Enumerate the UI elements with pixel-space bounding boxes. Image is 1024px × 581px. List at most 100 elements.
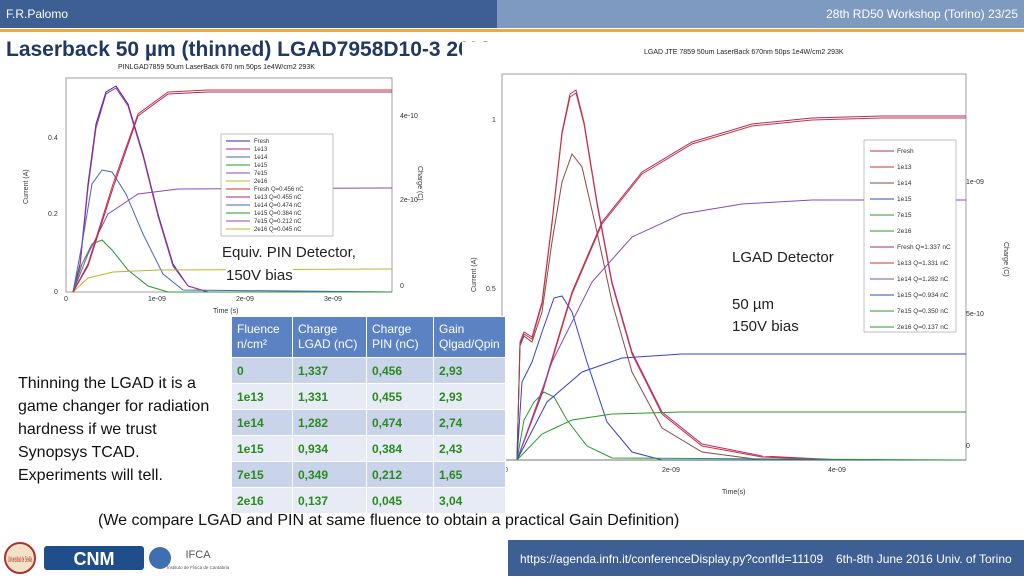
cell: 0,934 <box>292 435 367 462</box>
logo-strip: Universidad de Sevilla CNM IFCA Institut… <box>4 542 230 574</box>
pin-ylabel-left: Current (A) <box>23 169 30 204</box>
cell: 2,74 <box>433 409 506 436</box>
lgad-legend-9: 1e15 Q=0.934 nC <box>897 292 949 299</box>
us-seal-logo <box>4 542 36 574</box>
pin-legend-11: 2e16 Q=0.045 nC <box>254 227 302 233</box>
pin-detector-chart: PINLGAD7859 50um LaserBack 670 nm 50ps 1… <box>18 64 428 318</box>
header-charge-pin: Charge PIN (nC) <box>366 316 434 358</box>
pin-legend-4: 7e15 <box>254 171 268 177</box>
table-row: 7e15 0,349 0,212 1,65 <box>231 461 506 488</box>
lgad-legend-6: Fresh Q=1.337 nC <box>897 244 951 251</box>
cell: 1e13 <box>231 383 293 410</box>
cell: 0,349 <box>292 461 367 488</box>
header-left-band: F.R.Palomo <box>0 0 497 28</box>
lgad-legend-3: 1e15 <box>897 196 912 203</box>
lgad-legend-2: 1e14 <box>897 180 912 187</box>
pin-legend-8: 1e14 Q=0.474 nC <box>254 203 302 209</box>
lgad-legend-10: 7e15 Q=0.350 nC <box>897 308 949 315</box>
pin-x-tick-1: 1e-09 <box>148 296 166 303</box>
cell: 2,93 <box>433 383 506 410</box>
lgad-legend-1: 1e13 <box>897 164 912 171</box>
lgad-right-tick-0: 0 <box>966 443 970 450</box>
table-row: 2e16 0,137 0,045 3,04 <box>231 487 506 514</box>
lgad-chart-title: LGAD JTE 7859 50um LaserBack 670nm 50ps … <box>644 49 844 56</box>
table-row: 1e14 1,282 0,474 2,74 <box>231 409 506 436</box>
cell: 0,384 <box>366 435 434 462</box>
lgad-legend-5: 2e16 <box>897 228 912 235</box>
pin-y-tick-2: 0.4 <box>48 135 58 142</box>
slide-footer: Universidad de Sevilla CNM IFCA Institut… <box>0 540 1024 576</box>
cell: 2,93 <box>433 357 506 384</box>
lgad-x-tick-1: 2e-09 <box>662 467 680 474</box>
slide-title: Laserback 50 µm (thinned) LGAD7958D10-3 … <box>6 38 493 61</box>
lgad-legend-7: 1e13 Q=1.331 nC <box>897 260 949 267</box>
pin-legend-0: Fresh <box>254 139 269 145</box>
table-row: 1e15 0,934 0,384 2,43 <box>231 435 506 462</box>
table-row: 1e13 1,331 0,455 2,93 <box>231 383 506 410</box>
pin-legend-3: 1e15 <box>254 163 268 169</box>
lgad-legend-11: 2e16 Q=0.137 nC <box>897 324 949 331</box>
lgad-detector-chart: LGAD JTE 7859 50um LaserBack 670nm 50ps … <box>462 42 1018 502</box>
header-charge-lgad: Charge LGAD (nC) <box>292 316 367 358</box>
ifca-logo <box>149 547 171 569</box>
accent-line <box>0 29 1024 32</box>
cell: 1,337 <box>292 357 367 384</box>
lgad-legend-8: 1e14 Q=1.282 nC <box>897 276 949 283</box>
cell: 0,137 <box>292 487 367 514</box>
pin-legend-6: Fresh Q=0.456 nC <box>254 187 304 193</box>
cell: 0,212 <box>366 461 434 488</box>
fluence-gain-table: Fluence n/cm² Charge LGAD (nC) Charge PIN (… <box>231 316 506 514</box>
pin-y-tick-0: 0 <box>54 289 58 296</box>
cell: 1,331 <box>292 383 367 410</box>
institution-logos: Universidad de Sevilla CNM IFCA Institut… <box>0 540 232 576</box>
lgad-right-tick-2: 1e-09 <box>966 179 984 186</box>
cell: 1,282 <box>292 409 367 436</box>
slide-header: F.R.Palomo 28th RD50 Workshop (Torino) 2… <box>0 0 1024 28</box>
cell: 3,04 <box>433 487 506 514</box>
footer-band <box>508 540 1024 576</box>
ifca-logo-text: IFCA <box>185 549 211 561</box>
pin-legend-7: 1e13 Q=0.455 nC <box>254 195 302 201</box>
cell: 0,456 <box>366 357 434 384</box>
pin-x-tick-0: 0 <box>64 296 68 303</box>
us-seal-label: Universidad de Sevilla <box>8 555 32 564</box>
lgad-ylabel-left: Current (A) <box>471 257 478 292</box>
lgad-x-tick-2: 4e-09 <box>828 467 846 474</box>
cell: 1e14 <box>231 409 293 436</box>
table-header-row: Fluence n/cm² Charge LGAD (nC) Charge PIN (… <box>231 316 506 358</box>
ifca-caption: Instituto de Física de Cantabria <box>167 565 230 570</box>
pin-right-tick-1: 2e-10 <box>400 197 418 204</box>
thinning-note: Thinning the LGAD it is a game changer f… <box>18 375 210 484</box>
header-fluence: Fluence n/cm² <box>231 316 293 358</box>
pin-chart-title: PINLGAD7859 50um LaserBack 670 nm 50ps 1… <box>118 64 315 71</box>
lgad-x-tick-0: 0 <box>504 467 508 474</box>
lgad-y-tick-2: 1 <box>492 117 496 124</box>
pin-right-tick-0: 0 <box>400 283 404 290</box>
gain-definition-note: (We compare LGAD and PIN at same fluence… <box>98 512 680 529</box>
lgad-legend-4: 7e15 <box>897 212 912 219</box>
cell: 0,474 <box>366 409 434 436</box>
header-gain: Gain Qlgad/Qpin <box>433 316 506 358</box>
pin-callout-line2: 150V bias <box>226 267 293 284</box>
lgad-right-tick-1: 5e-10 <box>966 311 984 318</box>
pin-callout-line1: Equiv. PIN Detector, <box>222 244 356 261</box>
lgad-ylabel-right: Charge (C) <box>1002 242 1009 277</box>
lgad-legend-0: Fresh <box>897 148 914 155</box>
pin-legend-10: 7e15 Q=0.212 nC <box>254 219 302 225</box>
lgad-curves <box>516 89 967 461</box>
lgad-y-tick-1: 0.5 <box>486 286 496 293</box>
pin-legend-9: 1e15 Q=0.384 nC <box>254 211 302 217</box>
cell: 2,43 <box>433 435 506 462</box>
lgad-bias-line2: 150V bias <box>732 318 799 335</box>
author-name: F.R.Palomo <box>6 7 69 21</box>
pin-xlabel: Time (s) <box>213 308 238 315</box>
pin-legend-1: 1e13 <box>254 147 268 153</box>
cell: 1e15 <box>231 435 293 462</box>
pin-right-tick-2: 4e-10 <box>400 113 418 120</box>
lgad-xlabel: Time(s) <box>722 489 745 496</box>
conference-url[interactable]: https://agenda.infn.it/conferenceDisplay… <box>520 552 824 566</box>
cell: 0,045 <box>366 487 434 514</box>
workshop-label: 28th RD50 Workshop (Torino) 23/25 <box>826 7 1018 21</box>
pin-x-tick-3: 3e-09 <box>324 296 342 303</box>
table-row: 0 1,337 0,456 2,93 <box>231 357 506 384</box>
